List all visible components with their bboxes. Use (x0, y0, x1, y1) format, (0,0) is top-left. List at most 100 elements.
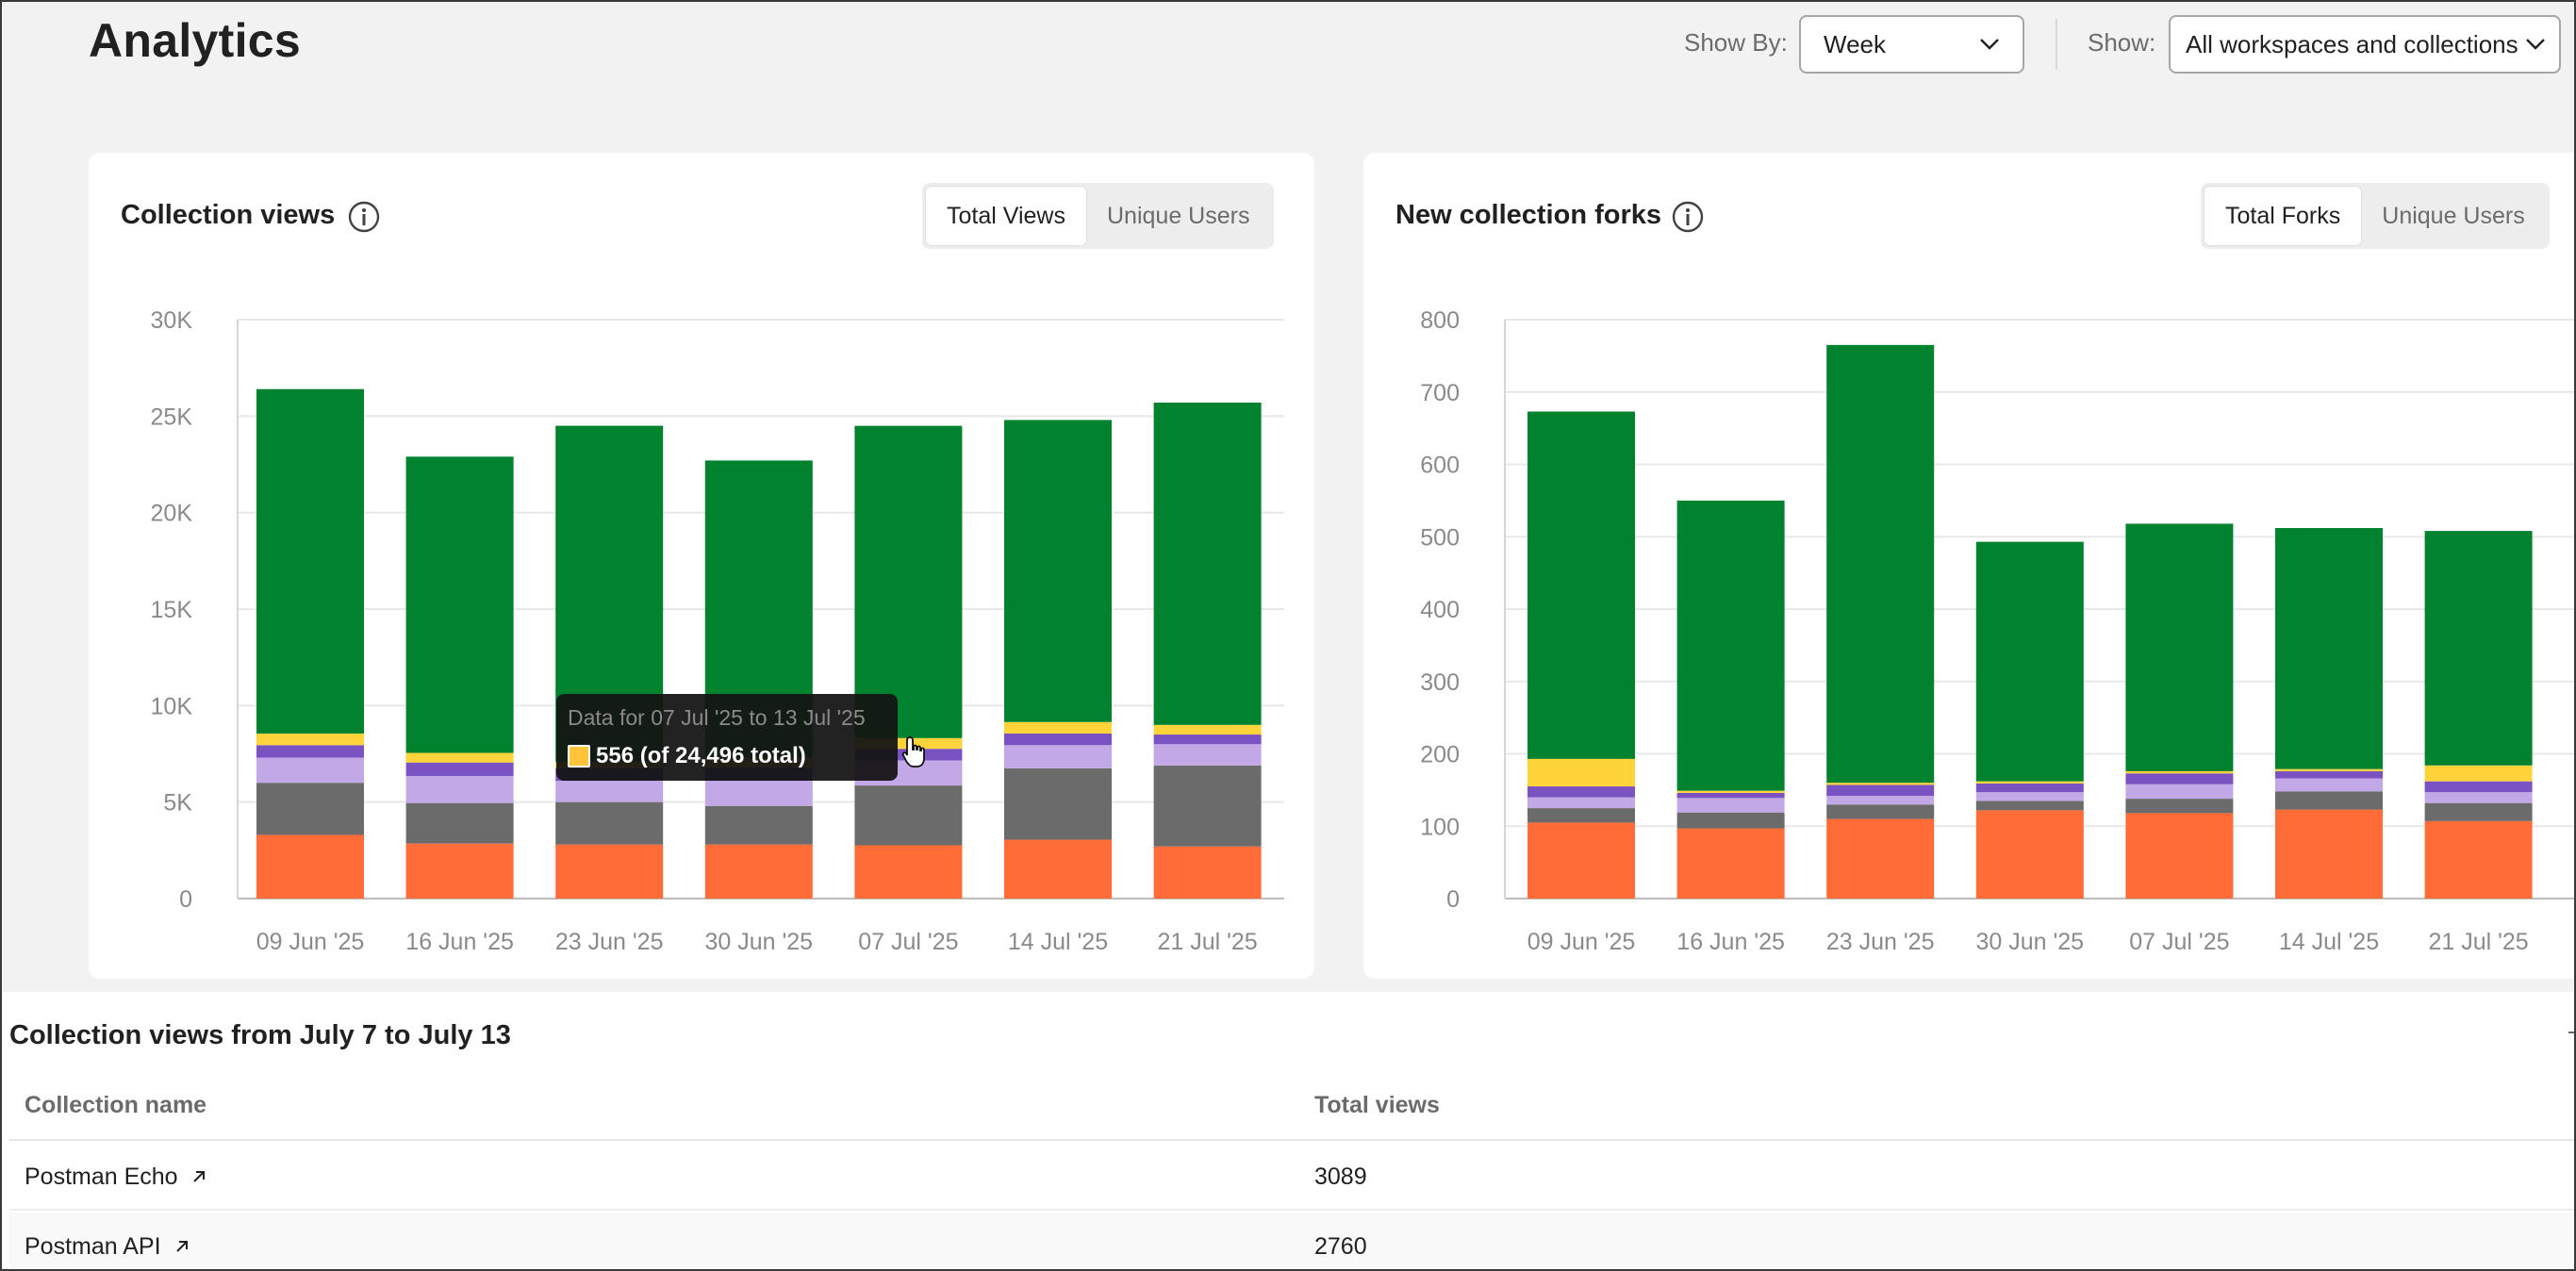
bar-segment[interactable] (1975, 783, 2084, 793)
tab-total-forks[interactable]: Total Forks (2204, 187, 2362, 245)
bar-segment[interactable] (256, 834, 364, 899)
chevron-down-icon (1980, 39, 1999, 50)
column-total-views[interactable]: Total views (1314, 1092, 1440, 1118)
bar-segment[interactable] (1676, 798, 1785, 813)
y-tick-label: 30K (151, 307, 193, 334)
bar-segment[interactable] (1826, 804, 1935, 819)
bar-segment[interactable] (1527, 797, 1635, 809)
external-link-icon[interactable] (191, 1169, 206, 1184)
bar-segment[interactable] (1153, 403, 1262, 725)
bar-segment[interactable] (1004, 745, 1112, 768)
bar-segment[interactable] (854, 785, 963, 846)
bar-segment[interactable] (405, 456, 514, 753)
collection-link[interactable]: Postman API (25, 1213, 190, 1271)
column-collection-name[interactable]: Collection name (25, 1092, 207, 1118)
bar-segment[interactable] (1527, 786, 1635, 798)
bar-segment[interactable] (2125, 523, 2234, 771)
bar-segment[interactable] (1004, 721, 1112, 735)
bar-segment[interactable] (704, 844, 813, 899)
bar-segment[interactable] (1826, 818, 1935, 899)
bar-segment[interactable] (2275, 809, 2383, 899)
bar-segment[interactable] (256, 388, 364, 735)
bar-segment[interactable] (256, 757, 364, 784)
bar-segment[interactable] (1153, 724, 1262, 735)
bar-segment[interactable] (555, 844, 664, 899)
bar-segment[interactable] (2125, 813, 2234, 899)
bar-segment[interactable] (2424, 765, 2533, 782)
collection-name[interactable]: Postman API (25, 1232, 161, 1260)
tab-total-views[interactable]: Total Views (926, 187, 1086, 245)
y-tick-label: 20K (151, 501, 193, 527)
bar-segment[interactable] (704, 805, 813, 845)
bar-segment[interactable] (1975, 810, 2084, 899)
bar-segment[interactable] (1004, 839, 1112, 899)
bar-segment[interactable] (854, 425, 963, 738)
bar-segment[interactable] (1975, 801, 2084, 811)
bar-segment[interactable] (1676, 812, 1785, 829)
bar-segment[interactable] (2275, 770, 2383, 779)
info-icon[interactable] (347, 200, 381, 234)
x-tick-label: 21 Jul '25 (2428, 929, 2528, 955)
bar-segment[interactable] (1676, 500, 1785, 791)
table-row[interactable] (9, 1143, 2576, 1211)
show-select[interactable]: All workspaces and collections (2169, 15, 2561, 74)
bar-segment[interactable] (1004, 420, 1112, 722)
bar-segment[interactable] (256, 734, 364, 746)
bar-segment[interactable] (2424, 802, 2533, 821)
collection-link[interactable]: Postman Echo (25, 1143, 206, 1211)
tab-unique-users[interactable]: Unique Users (1107, 202, 1250, 229)
bar-segment[interactable] (1004, 734, 1112, 746)
bar-segment[interactable] (2424, 531, 2533, 766)
bar-segment[interactable] (405, 843, 514, 899)
bar-segment[interactable] (704, 781, 813, 806)
bar-segment[interactable] (1153, 765, 1262, 847)
bar-segment[interactable] (405, 802, 514, 844)
bar-segment[interactable] (1153, 735, 1262, 745)
bar-segment[interactable] (1676, 790, 1785, 793)
bar-segment[interactable] (1975, 781, 2084, 784)
show-value: All workspaces and collections (2186, 29, 2518, 58)
bar-segment[interactable] (2125, 773, 2234, 784)
bar-segment[interactable] (555, 801, 664, 845)
bar-segment[interactable] (2424, 792, 2533, 803)
bar-segment[interactable] (1153, 846, 1262, 899)
bar-segment[interactable] (1527, 758, 1635, 787)
bar-segment[interactable] (1826, 784, 1935, 797)
bar-segment[interactable] (256, 745, 364, 758)
bar-segment[interactable] (1975, 541, 2084, 782)
bar-segment[interactable] (555, 781, 664, 802)
bar-segment[interactable] (1527, 822, 1635, 899)
bar-segment[interactable] (2275, 791, 2383, 810)
bar-segment[interactable] (2275, 778, 2383, 792)
collection-views-table: Collection views from July 7 to July 13 … (0, 992, 2576, 1271)
bar-segment[interactable] (854, 845, 963, 899)
bar-segment[interactable] (256, 783, 364, 835)
y-tick-label: 10K (151, 693, 193, 719)
bar-segment[interactable] (2275, 768, 2383, 771)
bar-segment[interactable] (2275, 528, 2383, 769)
show-by-select[interactable]: Week (1799, 15, 2024, 74)
bar-segment[interactable] (1826, 796, 1935, 805)
bar-segment[interactable] (1527, 411, 1635, 759)
bar-segment[interactable] (1826, 344, 1935, 784)
external-link-icon[interactable] (174, 1239, 190, 1254)
bar-segment[interactable] (405, 762, 514, 777)
bar-segment[interactable] (2125, 770, 2234, 774)
bar-segment[interactable] (1153, 744, 1262, 766)
bar-segment[interactable] (405, 776, 514, 803)
bar-segment[interactable] (2424, 820, 2533, 899)
bar-segment[interactable] (1527, 808, 1635, 823)
bar-segment[interactable] (1676, 828, 1785, 899)
bar-segment[interactable] (1975, 792, 2084, 801)
bar-segment[interactable] (2424, 781, 2533, 793)
bar-segment[interactable] (1004, 768, 1112, 840)
bar-segment[interactable] (2125, 784, 2234, 800)
bar-segment[interactable] (2125, 799, 2234, 814)
bar-segment[interactable] (1826, 783, 1935, 785)
bar-segment[interactable] (405, 752, 514, 763)
info-icon[interactable] (1671, 200, 1705, 234)
table-row[interactable] (9, 1213, 2576, 1271)
collection-name[interactable]: Postman Echo (25, 1163, 178, 1190)
tab-unique-users[interactable]: Unique Users (2382, 202, 2525, 229)
bar-segment[interactable] (1676, 792, 1785, 799)
